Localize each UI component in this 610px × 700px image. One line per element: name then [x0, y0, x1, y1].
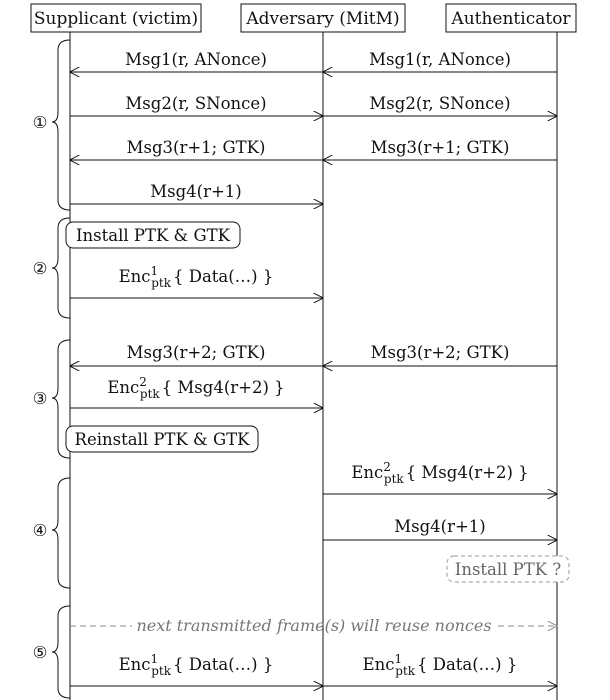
arrow-enc1-data-supplicant-to-adversary-phase5: Enc1 ptk{ Data(…) }: [70, 652, 323, 686]
authenticator-label: Authenticator: [450, 9, 571, 29]
msg1-label-right: Msg1(r, ANonce): [369, 50, 511, 69]
msg3-r2-label-right: Msg3(r+2; GTK): [371, 343, 510, 362]
reinstall-ptk-gtk-label: Reinstall PTK & GTK: [75, 430, 251, 449]
supplicant-label: Supplicant (victim): [34, 9, 198, 29]
msg2-label-right: Msg2(r, SNonce): [369, 94, 510, 113]
msg3-label-right: Msg3(r+1; GTK): [371, 138, 510, 157]
msg2-label-left: Msg2(r, SNonce): [125, 94, 266, 113]
phase-3-brace: [51, 339, 71, 459]
arrow-msg1-authenticator-to-adversary: Msg1(r, ANonce): [323, 50, 557, 72]
arrow-msg3-adversary-to-supplicant: Msg3(r+1; GTK): [70, 138, 323, 160]
msg4-r1-label-phase4: Msg4(r+1): [394, 517, 486, 536]
enc2-msg4-label-phase3: Enc2 ptk{ Msg4(r+2) }: [107, 375, 284, 401]
arrow-msg1-adversary-to-supplicant: Msg1(r, ANonce): [70, 50, 323, 72]
msg3-label-left: Msg3(r+1; GTK): [127, 138, 266, 157]
nonce-reuse-note-text: next transmitted frame(s) will reuse non…: [136, 616, 491, 635]
arrow-msg4-r1-adversary-to-authenticator: Msg4(r+1): [323, 517, 557, 540]
enc1-data-label-phase5-left: Enc1 ptk{ Data(…) }: [119, 652, 274, 678]
arrow-msg2-adversary-to-authenticator: Msg2(r, SNonce): [323, 94, 557, 116]
phase-1-marker: ①: [33, 113, 48, 132]
arrow-enc1-data-adversary-to-authenticator-phase5: Enc1 ptk{ Data(…) }: [323, 652, 557, 686]
install-ptk-gtk-box: Install PTK & GTK: [65, 221, 241, 249]
arrow-msg3-r2-adversary-to-supplicant: Msg3(r+2; GTK): [70, 343, 323, 366]
enc1-data-label-phase5-right: Enc1 ptk{ Data(…) }: [363, 652, 518, 678]
arrow-msg2-supplicant-to-adversary: Msg2(r, SNonce): [70, 94, 323, 116]
install-ptk-gtk-label: Install PTK & GTK: [76, 226, 231, 245]
phase-4-brace: [51, 477, 71, 589]
phase-3-marker: ③: [33, 389, 48, 408]
arrow-enc2-msg4-supplicant-to-adversary: Enc2 ptk{ Msg4(r+2) }: [70, 375, 323, 408]
arrow-msg3-authenticator-to-adversary: Msg3(r+1; GTK): [323, 138, 557, 160]
enc2-msg4-label-phase4: Enc2 ptk{ Msg4(r+2) }: [351, 460, 528, 486]
msg3-r2-label-left: Msg3(r+2; GTK): [127, 343, 266, 362]
adversary-label: Adversary (MitM): [245, 9, 399, 29]
phase-2-brace: [51, 217, 71, 319]
phase-5-marker: ⑤: [33, 643, 48, 662]
arrow-enc2-msg4-adversary-to-authenticator: Enc2 ptk{ Msg4(r+2) }: [323, 460, 557, 494]
reinstall-ptk-gtk-box: Reinstall PTK & GTK: [65, 425, 259, 453]
phase-1-brace: [51, 39, 71, 211]
install-ptk-question-label: Install PTK ?: [455, 560, 562, 579]
phase-2-marker: ②: [33, 259, 48, 278]
phase-4-marker: ④: [33, 521, 48, 540]
phase-5-brace: [51, 605, 71, 699]
arrow-enc1-data-supplicant-to-adversary: Enc1 ptk{ Data(…) }: [70, 264, 323, 298]
participant-authenticator: Authenticator: [445, 3, 577, 33]
participant-adversary: Adversary (MitM): [240, 3, 406, 33]
arrow-msg4-supplicant-to-adversary: Msg4(r+1): [70, 182, 323, 204]
participant-supplicant: Supplicant (victim): [30, 3, 202, 33]
nonce-reuse-note: next transmitted frame(s) will reuse non…: [70, 616, 557, 635]
install-ptk-question-box: Install PTK ?: [446, 555, 570, 583]
msg4-label: Msg4(r+1): [150, 182, 242, 201]
msg1-label-left: Msg1(r, ANonce): [125, 50, 267, 69]
arrow-msg3-r2-authenticator-to-adversary: Msg3(r+2; GTK): [323, 343, 557, 366]
enc1-data-label-phase2: Enc1 ptk{ Data(…) }: [119, 264, 274, 290]
